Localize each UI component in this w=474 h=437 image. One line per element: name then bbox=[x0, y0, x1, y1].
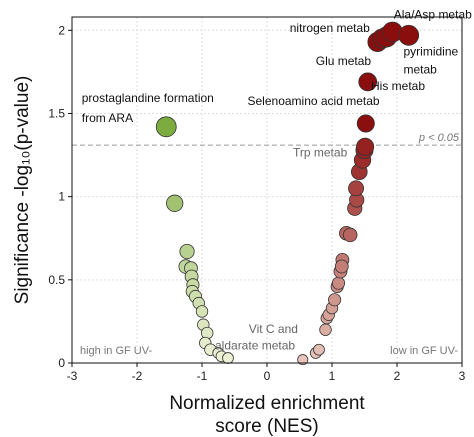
x-tick-label: 2 bbox=[394, 369, 401, 383]
point-annotation: metab bbox=[404, 63, 438, 77]
y-tick-label: 2 bbox=[58, 23, 65, 37]
point-annotation: pyrimidine bbox=[404, 44, 459, 58]
x-tick-label: -1 bbox=[197, 369, 208, 383]
data-point-negative bbox=[222, 352, 234, 364]
point-annotation: His metab bbox=[371, 79, 425, 93]
data-point-positive bbox=[331, 276, 346, 290]
data-point-positive bbox=[319, 323, 332, 336]
data-point-negative bbox=[166, 194, 184, 212]
data-point-positive bbox=[358, 72, 378, 92]
point-annotation: Glu metab bbox=[316, 54, 372, 68]
point-annotation: Vit C and bbox=[249, 322, 298, 336]
x-axis-label-line1: Normalized enrichment bbox=[169, 393, 365, 414]
point-annotation: prostaglandine formation bbox=[82, 91, 214, 105]
x-axis-ticks: -3 -2 -1 0 1 2 3 bbox=[67, 363, 466, 383]
point-annotation: Trp metab bbox=[293, 146, 348, 160]
data-point-negative bbox=[195, 305, 209, 318]
threshold-label: p < 0.05 bbox=[418, 132, 460, 144]
data-point-positive bbox=[356, 114, 375, 133]
data-point-positive bbox=[356, 137, 375, 156]
x-tick-label: 0 bbox=[264, 369, 271, 383]
y-tick-label: 1 bbox=[58, 190, 65, 204]
negative-points bbox=[155, 116, 234, 364]
x-tick-label: -2 bbox=[132, 369, 143, 383]
y-tick-label: 1.5 bbox=[48, 106, 65, 120]
data-point-positive bbox=[334, 259, 349, 274]
point-annotations: prostaglandine formation from ARA Ala/Asp … bbox=[82, 8, 472, 353]
data-point-positive bbox=[348, 180, 365, 197]
data-point-negative bbox=[200, 326, 214, 340]
x-tick-label: 1 bbox=[329, 369, 336, 383]
data-point-positive bbox=[313, 343, 325, 356]
y-axis-label: Significance -log₁₀(p-value) bbox=[12, 76, 33, 305]
y-tick-label: 0.5 bbox=[48, 273, 65, 287]
point-annotation: Selenoamino acid metab bbox=[248, 94, 380, 108]
data-point-positive bbox=[398, 24, 420, 46]
corner-label-right: low in GF UV- bbox=[390, 345, 458, 357]
data-point-positive bbox=[328, 293, 342, 307]
corner-label-left: high in GF UV- bbox=[80, 345, 152, 357]
point-annotation: from ARA bbox=[82, 111, 133, 125]
x-tick-label: -3 bbox=[67, 369, 78, 383]
y-axis-ticks: 0 0.5 1 1.5 2 bbox=[48, 23, 72, 370]
point-annotation: Ala/Asp metab bbox=[394, 8, 472, 22]
data-point-negative bbox=[179, 243, 195, 260]
x-tick-label: 3 bbox=[459, 369, 466, 383]
data-point-negative bbox=[155, 116, 177, 138]
positive-points bbox=[297, 21, 420, 366]
point-annotation: nitrogen metab bbox=[290, 21, 370, 35]
data-point-positive bbox=[297, 354, 309, 366]
y-tick-label: 0 bbox=[58, 356, 65, 370]
x-axis-label-line2: score (NES) bbox=[215, 416, 318, 437]
point-annotation: aldarate metab bbox=[215, 339, 295, 353]
data-point-positive bbox=[342, 227, 358, 243]
